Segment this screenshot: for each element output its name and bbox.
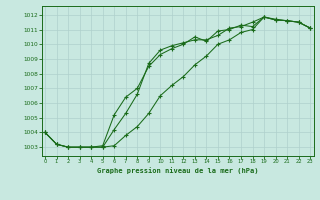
- X-axis label: Graphe pression niveau de la mer (hPa): Graphe pression niveau de la mer (hPa): [97, 167, 258, 174]
